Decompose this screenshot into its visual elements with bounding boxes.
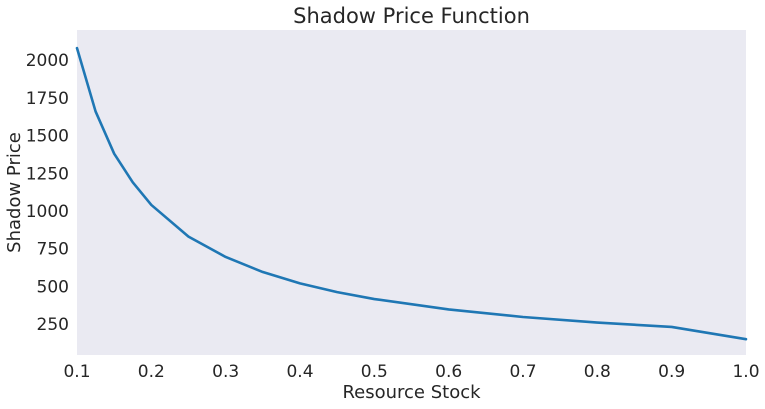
x-tick-label: 0.6 — [435, 362, 462, 382]
x-tick-label: 0.2 — [138, 362, 165, 382]
y-tick-label: 2000 — [26, 51, 69, 71]
series-line — [75, 46, 748, 341]
x-tick-label: 0.9 — [658, 362, 685, 382]
y-tick-label: 250 — [37, 315, 69, 335]
y-tick-label: 1500 — [26, 127, 69, 147]
y-tick-label: 750 — [37, 240, 69, 260]
y-axis-label: Shadow Price — [4, 132, 25, 253]
x-axis-label: Resource Stock — [342, 382, 481, 403]
plot-area — [77, 30, 746, 355]
y-tick-label: 1250 — [26, 164, 69, 184]
x-tick-label: 1.0 — [732, 362, 759, 382]
series-group — [75, 46, 748, 341]
chart-title: Shadow Price Function — [293, 4, 530, 28]
y-tick-label: 500 — [37, 277, 69, 297]
y-axis: 250 500 750 1000 1250 1500 1750 2000 — [26, 51, 69, 335]
y-tick-label: 1000 — [26, 202, 69, 222]
x-tick-label: 0.3 — [212, 362, 239, 382]
x-tick-label: 0.1 — [63, 362, 90, 382]
x-tick-label: 0.8 — [584, 362, 611, 382]
x-tick-label: 0.4 — [286, 362, 313, 382]
x-axis: 0.1 0.2 0.3 0.4 0.5 0.6 0.7 0.8 0.9 1.0 — [63, 362, 759, 382]
x-tick-label: 0.7 — [509, 362, 536, 382]
y-tick-label: 1750 — [26, 89, 69, 109]
x-tick-label: 0.5 — [361, 362, 388, 382]
